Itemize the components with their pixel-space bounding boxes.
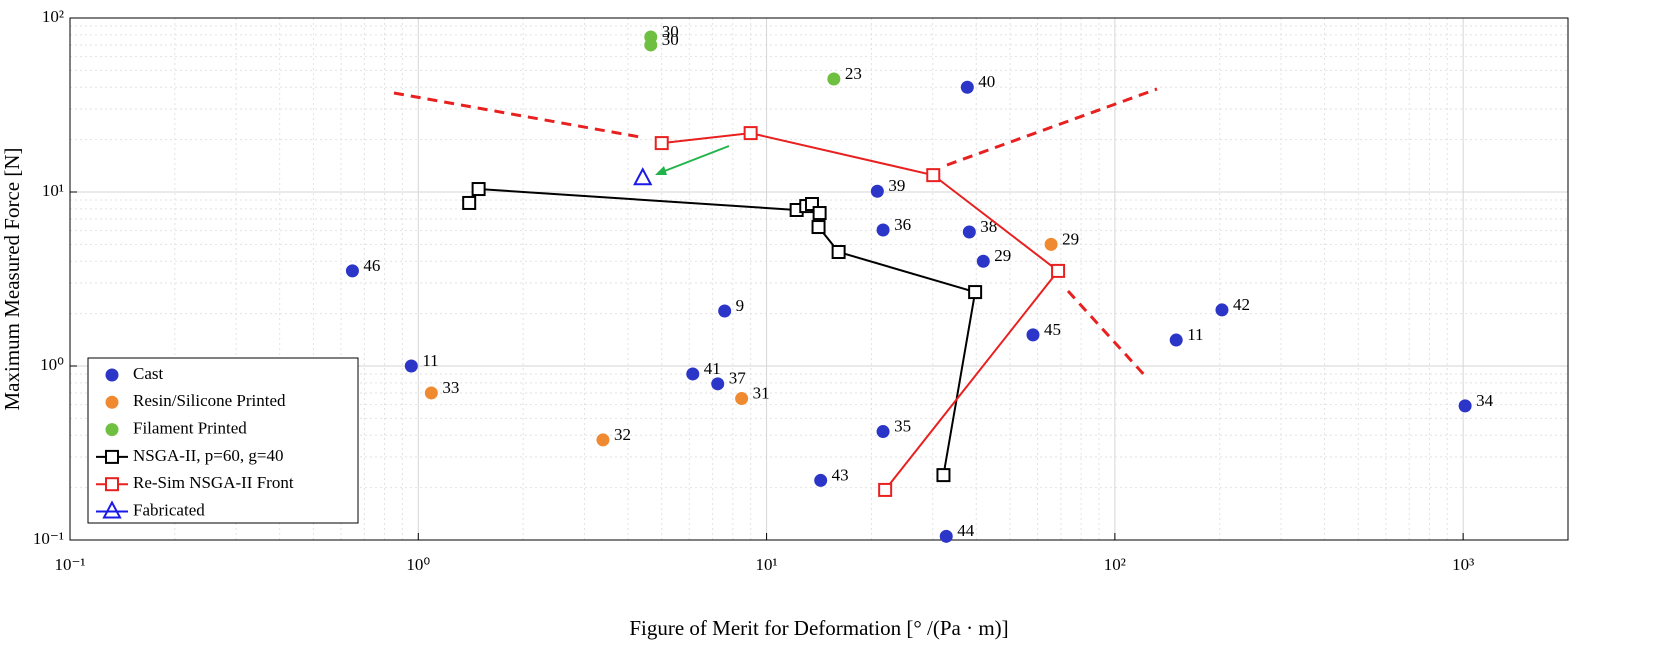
point xyxy=(968,285,983,300)
point xyxy=(1026,328,1040,342)
point xyxy=(936,468,951,483)
data-label: 11 xyxy=(422,351,438,370)
point xyxy=(939,529,953,543)
point xyxy=(1169,333,1183,347)
point xyxy=(105,395,119,409)
point xyxy=(812,206,827,221)
data-label: 41 xyxy=(704,359,721,378)
point xyxy=(711,377,725,391)
point xyxy=(105,477,119,492)
point xyxy=(471,182,486,197)
x-axis-label: Figure of Merit for Deformation [° /(Pa … xyxy=(629,616,1008,640)
point xyxy=(962,225,976,239)
x-tick-label: 10⁰ xyxy=(406,555,430,574)
data-label: 42 xyxy=(1233,295,1250,314)
point xyxy=(105,449,119,464)
point xyxy=(876,223,890,237)
point xyxy=(827,72,841,86)
y-tick-label: 10⁻¹ xyxy=(33,529,64,548)
data-label: 30 xyxy=(662,30,679,49)
y-tick-label: 10² xyxy=(42,7,64,26)
point xyxy=(718,304,732,318)
point xyxy=(1044,237,1058,251)
data-label: 11 xyxy=(1187,325,1203,344)
point xyxy=(654,136,669,151)
point xyxy=(404,359,418,373)
data-label: 34 xyxy=(1476,391,1494,410)
point xyxy=(1458,399,1472,413)
point xyxy=(1215,303,1229,317)
dashed-pointer xyxy=(946,87,1158,167)
point xyxy=(105,423,119,437)
point xyxy=(1051,263,1066,278)
data-label: 40 xyxy=(978,72,995,91)
point xyxy=(686,367,700,381)
point xyxy=(462,195,477,210)
y-axis-label: Maximum Measured Force [N] xyxy=(0,147,24,410)
plot-frame xyxy=(69,17,1569,541)
y-tick-label: 10¹ xyxy=(42,181,64,200)
point xyxy=(870,184,884,198)
point xyxy=(596,433,610,447)
dashed-pointer xyxy=(1066,289,1149,380)
point xyxy=(644,38,658,52)
point xyxy=(633,167,653,186)
point xyxy=(976,254,990,268)
data-label: 31 xyxy=(753,383,770,402)
dashed-pointer xyxy=(393,91,641,139)
point xyxy=(743,126,758,141)
data-label: 32 xyxy=(614,425,631,444)
legend-box xyxy=(87,357,359,524)
data-label: 35 xyxy=(894,416,911,435)
legend-label: Cast xyxy=(133,364,164,383)
data-label: 37 xyxy=(729,369,747,388)
point xyxy=(735,392,749,406)
data-label: 36 xyxy=(894,215,911,234)
point xyxy=(960,80,974,94)
data-label: 44 xyxy=(957,521,975,540)
legend-label: Re-Sim NSGA-II Front xyxy=(133,473,294,492)
point xyxy=(831,245,846,260)
y-tick-label: 10⁰ xyxy=(40,355,64,374)
legend-label: Filament Printed xyxy=(133,419,247,438)
point xyxy=(926,168,941,183)
data-label: 29 xyxy=(994,246,1011,265)
data-label: 46 xyxy=(363,256,380,275)
x-tick-label: 10³ xyxy=(1452,555,1474,574)
legend-label: Resin/Silicone Printed xyxy=(133,391,286,410)
annotations xyxy=(393,87,1158,380)
x-tick-label: 10¹ xyxy=(756,555,778,574)
data-label: 33 xyxy=(442,378,459,397)
arrow xyxy=(661,145,730,173)
data-label: 39 xyxy=(888,176,905,195)
data-label: 9 xyxy=(736,296,745,315)
data-label: 38 xyxy=(980,217,997,236)
legend-label: Fabricated xyxy=(133,500,205,519)
point xyxy=(878,482,893,497)
point xyxy=(811,220,826,235)
point xyxy=(876,425,890,439)
arrow-head xyxy=(655,166,667,175)
point xyxy=(102,500,122,519)
data-label: 29 xyxy=(1062,229,1079,248)
point xyxy=(105,368,119,382)
x-tick-label: 10² xyxy=(1104,555,1126,574)
point xyxy=(814,473,828,487)
data-label: 30 xyxy=(662,22,679,41)
point xyxy=(345,264,359,278)
x-tick-label: 10⁻¹ xyxy=(54,555,85,574)
data-label: 45 xyxy=(1044,320,1061,339)
legend-label: NSGA-II, p=60, g=40 xyxy=(133,446,283,465)
point xyxy=(424,386,438,400)
data-label: 23 xyxy=(845,64,862,83)
data-label: 43 xyxy=(832,465,849,484)
